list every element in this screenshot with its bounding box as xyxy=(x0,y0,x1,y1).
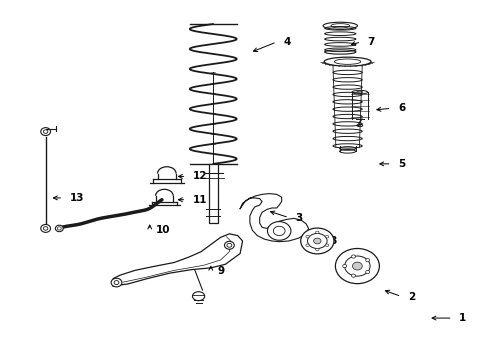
Ellipse shape xyxy=(352,262,362,270)
Text: 7: 7 xyxy=(368,37,375,47)
Ellipse shape xyxy=(55,225,63,231)
Text: 5: 5 xyxy=(398,159,405,169)
Text: 8: 8 xyxy=(330,236,337,246)
Ellipse shape xyxy=(268,222,291,240)
Ellipse shape xyxy=(224,241,234,249)
Text: 10: 10 xyxy=(156,225,171,235)
Ellipse shape xyxy=(301,228,334,254)
Ellipse shape xyxy=(366,258,369,262)
Text: 9: 9 xyxy=(217,266,224,276)
Text: 11: 11 xyxy=(193,195,207,205)
Polygon shape xyxy=(240,194,309,242)
Ellipse shape xyxy=(306,235,309,238)
Ellipse shape xyxy=(41,128,50,135)
Ellipse shape xyxy=(325,244,329,247)
Text: 12: 12 xyxy=(193,171,207,181)
Text: 1: 1 xyxy=(459,313,466,323)
Ellipse shape xyxy=(306,244,309,247)
Ellipse shape xyxy=(316,231,319,234)
Text: 2: 2 xyxy=(408,292,415,302)
Ellipse shape xyxy=(314,238,321,244)
Ellipse shape xyxy=(316,248,319,251)
Text: 6: 6 xyxy=(398,103,405,113)
Ellipse shape xyxy=(366,270,369,274)
Text: 13: 13 xyxy=(70,193,84,203)
Ellipse shape xyxy=(343,265,346,268)
Ellipse shape xyxy=(351,255,355,258)
Text: 4: 4 xyxy=(283,37,291,47)
FancyBboxPatch shape xyxy=(209,164,218,223)
Ellipse shape xyxy=(111,278,122,287)
Ellipse shape xyxy=(335,248,379,284)
Text: 3: 3 xyxy=(295,213,303,222)
Polygon shape xyxy=(113,234,243,286)
Ellipse shape xyxy=(325,235,329,238)
Ellipse shape xyxy=(351,274,355,277)
Ellipse shape xyxy=(41,225,50,232)
